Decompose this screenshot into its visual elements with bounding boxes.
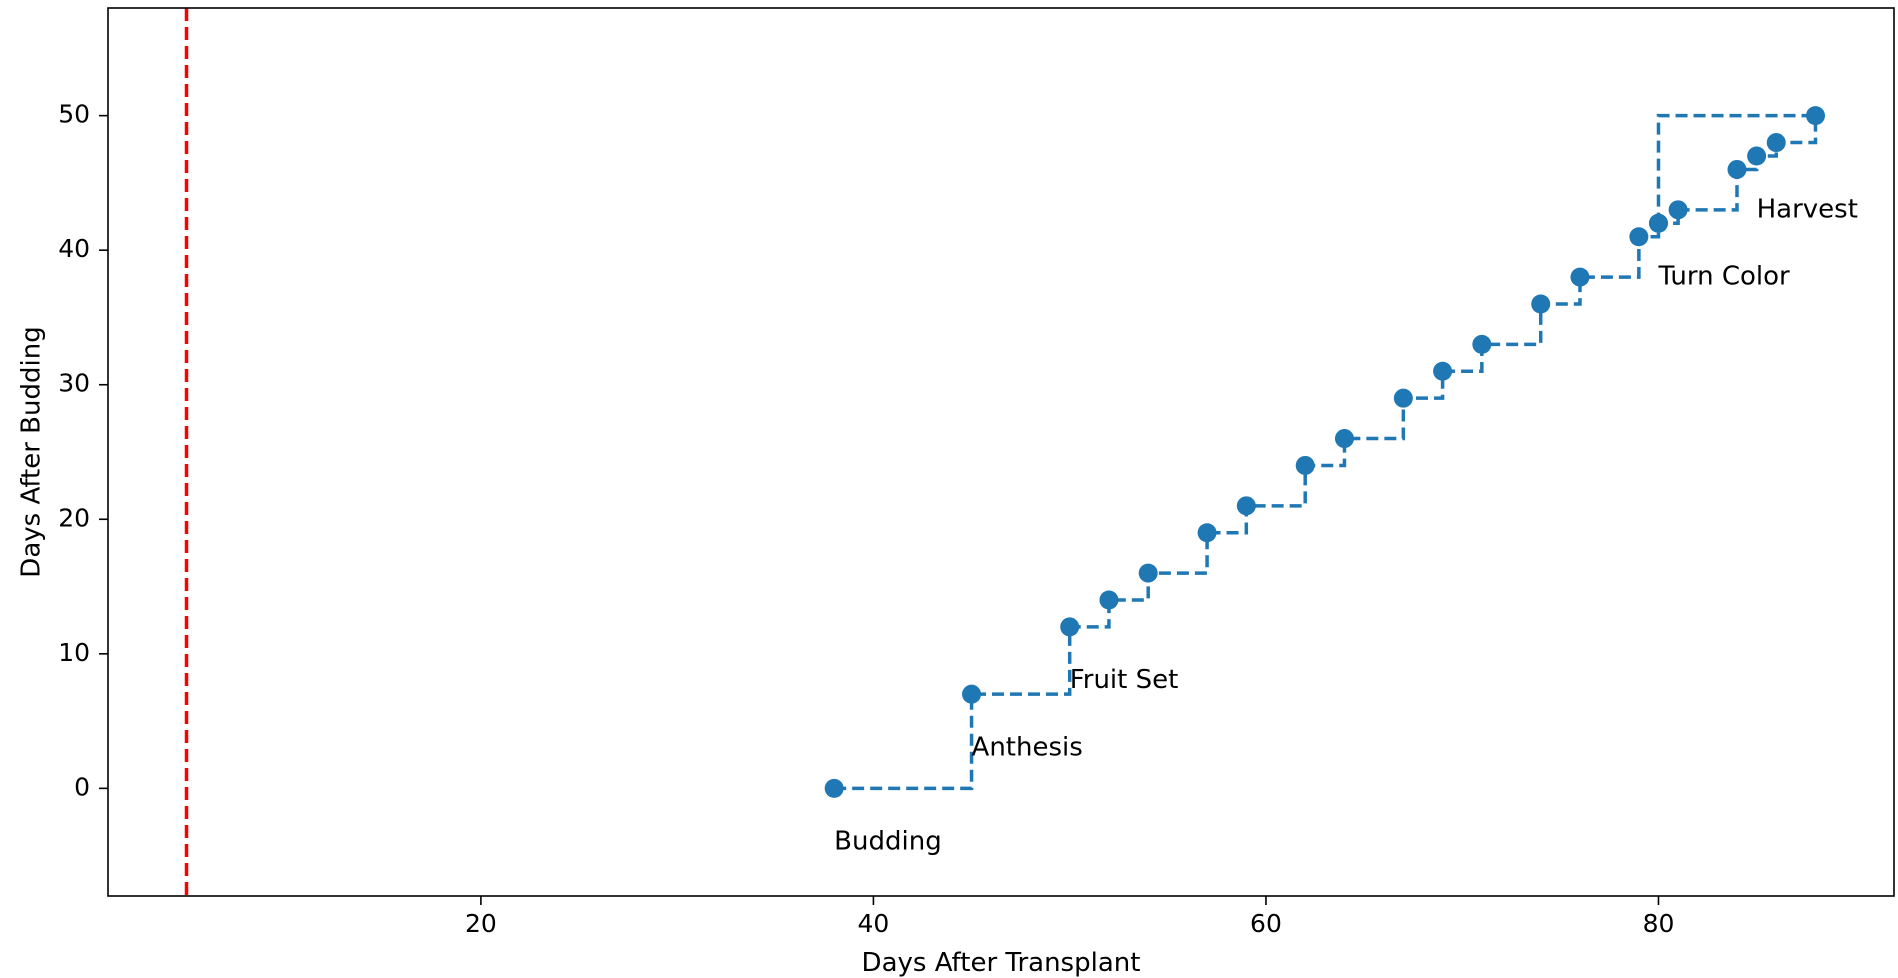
annotations: Budding Anthesis Fruit Set Turn Color Harves… [834,194,1858,856]
data-point [1531,294,1551,314]
data-point [962,684,982,704]
series-step-line [834,113,1818,791]
y-tick-label: 40 [58,234,90,263]
data-point [1805,106,1825,126]
data-points [824,106,1825,798]
x-tick-label: 80 [1643,909,1675,938]
data-point [1747,146,1767,166]
data-point [1570,267,1590,287]
y-tick-label: 30 [58,369,90,398]
data-point [1236,496,1256,516]
data-point [1393,388,1413,408]
y-tick-label: 20 [58,503,90,532]
x-axis-label: Days After Transplant [862,948,1141,978]
x-tick-label: 20 [465,909,497,938]
data-point [1727,159,1747,179]
data-point [1668,200,1688,220]
data-point [1334,429,1354,449]
x-tick-label: 60 [1250,909,1282,938]
x-axis: 20 40 60 80 [465,896,1674,938]
annotation-label: Harvest [1757,194,1858,224]
data-point [1197,523,1217,543]
y-tick-label: 10 [58,638,90,667]
data-point [1472,334,1492,354]
annotation-label: Turn Color [1657,262,1790,292]
y-tick-label: 50 [58,100,90,129]
data-point [1629,227,1649,247]
data-point [1766,133,1786,153]
plot-frame [107,7,1895,897]
annotation-label: Anthesis [972,733,1083,763]
annotation-label: Budding [834,827,942,857]
annotation-label: Fruit Set [1070,665,1179,695]
x-tick-label: 40 [858,909,890,938]
data-point [1060,617,1080,637]
data-point [1138,563,1158,583]
y-axis: 0 10 20 30 40 50 [58,100,108,801]
y-tick-label: 0 [74,772,90,801]
data-point [1648,213,1668,233]
data-point [824,778,844,798]
data-point [1099,590,1119,610]
data-point [1433,361,1453,381]
data-point [1295,455,1315,475]
y-axis-label: Days After Budding [17,326,47,577]
step-line [834,113,1818,791]
